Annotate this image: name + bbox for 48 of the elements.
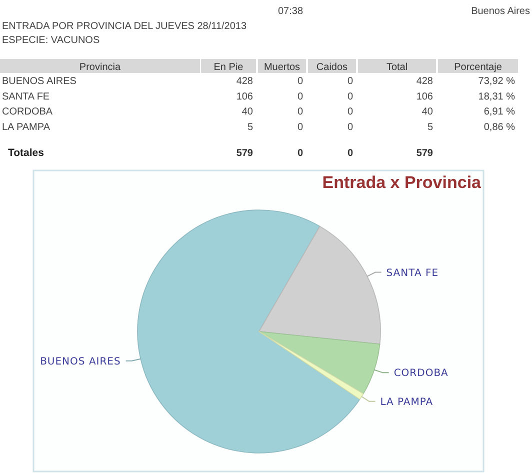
data-label: 6,91 %	[484, 106, 516, 118]
data-label: 40	[242, 106, 254, 118]
text: 07:38	[278, 6, 304, 17]
data-label: 18,31 %	[478, 91, 516, 102]
data-label: 0	[297, 76, 304, 87]
data-label: 0,86 %	[484, 122, 516, 133]
text: Totales	[8, 146, 44, 159]
text: 0	[347, 148, 353, 159]
text: Provincia	[79, 62, 121, 73]
text: Porcentaje	[454, 62, 502, 73]
text: Total	[386, 62, 408, 73]
category-label: BUENOS AIRES	[2, 76, 77, 87]
pie-slice	[258, 331, 364, 400]
data-label: 0	[347, 106, 354, 118]
pie-slice	[258, 226, 381, 345]
data-label: 428	[416, 76, 434, 87]
text: Buenos Aires	[471, 6, 530, 17]
data-label: 5	[427, 122, 434, 133]
data-label: 0	[347, 122, 354, 133]
legend-label: En Pie	[214, 62, 244, 73]
data-label: 106	[416, 91, 434, 102]
data-label: 0	[297, 91, 304, 102]
legend-label: Muertos	[264, 62, 300, 73]
data-label: 5	[247, 122, 254, 133]
pie-slice	[258, 331, 380, 394]
data-label: 73,92 %	[478, 76, 516, 87]
text: Caidos	[316, 62, 348, 73]
data-label: 40	[422, 106, 434, 118]
data-label: 0	[297, 106, 304, 118]
pie-slice	[137, 210, 360, 454]
chart-title: Entrada x Provincia	[322, 173, 482, 192]
text: 579	[416, 148, 433, 159]
slice-label: CORDOBA	[394, 368, 448, 380]
data-label: 0	[297, 148, 304, 159]
data-label: 0	[297, 122, 304, 133]
text: 579	[236, 148, 253, 159]
category-label: SANTA FE	[2, 91, 50, 102]
data-label: 428	[236, 76, 254, 87]
text: 0	[347, 76, 353, 87]
category-label: CORDOBA	[2, 106, 53, 118]
text: ENTRADA POR PROVINCIA DEL JUEVES 28/11/2013	[2, 21, 247, 32]
text: ESPECIE: VACUNOS	[2, 35, 100, 46]
data-label: 0	[347, 91, 354, 102]
slice-label: SANTA FE	[386, 268, 439, 279]
slice-label: LA PAMPA	[380, 396, 434, 408]
slice-label: BUENOS AIRES	[40, 356, 121, 368]
data-label: 106	[236, 91, 254, 102]
category-label: LA PAMPA	[2, 122, 50, 133]
